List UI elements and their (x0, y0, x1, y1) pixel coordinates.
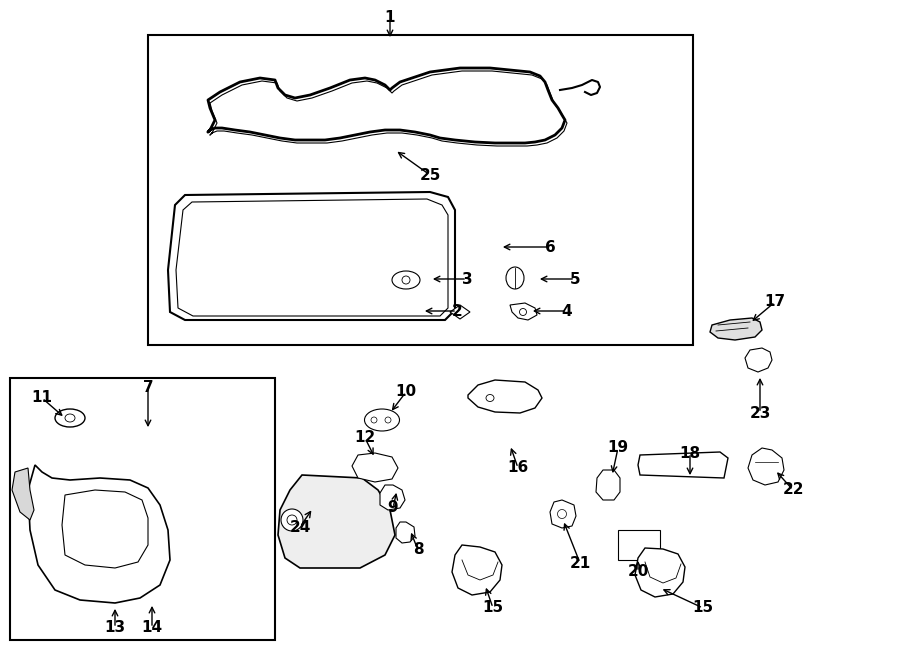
Ellipse shape (519, 309, 526, 315)
Ellipse shape (371, 417, 377, 423)
Text: 11: 11 (32, 391, 52, 405)
Polygon shape (638, 452, 728, 478)
Text: 18: 18 (680, 446, 700, 461)
Polygon shape (468, 380, 542, 413)
Bar (692, 457, 712, 472)
Polygon shape (380, 485, 405, 510)
Polygon shape (745, 348, 772, 372)
Text: 8: 8 (413, 543, 423, 557)
Text: 7: 7 (143, 379, 153, 395)
Text: 4: 4 (562, 303, 572, 319)
Text: 13: 13 (104, 621, 126, 635)
Ellipse shape (287, 515, 297, 525)
Ellipse shape (557, 510, 566, 518)
Text: 6: 6 (544, 239, 555, 254)
Ellipse shape (55, 409, 85, 427)
Text: 15: 15 (692, 600, 714, 615)
Polygon shape (748, 448, 784, 485)
Polygon shape (635, 548, 685, 597)
Bar (135, 495, 153, 548)
Text: 12: 12 (355, 430, 375, 446)
Polygon shape (176, 199, 448, 316)
Text: 10: 10 (395, 385, 417, 399)
Text: 19: 19 (608, 440, 628, 455)
Polygon shape (62, 490, 148, 568)
Ellipse shape (65, 414, 75, 422)
Text: 16: 16 (508, 461, 528, 475)
Polygon shape (396, 522, 415, 543)
Ellipse shape (364, 409, 400, 431)
Bar (304, 510, 345, 535)
Ellipse shape (486, 395, 494, 401)
Text: 23: 23 (750, 405, 770, 420)
Text: 5: 5 (570, 272, 580, 286)
Bar (148, 35, 693, 345)
Text: 24: 24 (289, 520, 310, 535)
Text: 25: 25 (419, 167, 441, 182)
Text: 21: 21 (570, 555, 590, 570)
Bar (618, 530, 660, 560)
Polygon shape (550, 500, 576, 528)
Polygon shape (710, 318, 762, 340)
Polygon shape (352, 453, 398, 482)
Polygon shape (452, 545, 502, 595)
Polygon shape (510, 303, 537, 320)
Bar (668, 457, 688, 472)
Text: 15: 15 (482, 600, 504, 615)
Polygon shape (28, 465, 170, 603)
Text: 14: 14 (141, 621, 163, 635)
Polygon shape (12, 468, 34, 520)
Polygon shape (168, 192, 455, 320)
Text: 9: 9 (388, 500, 399, 516)
Polygon shape (450, 305, 470, 319)
Polygon shape (278, 475, 395, 568)
Polygon shape (596, 470, 620, 500)
Text: 22: 22 (782, 483, 804, 498)
Ellipse shape (385, 417, 391, 423)
Text: 1: 1 (385, 11, 395, 26)
Ellipse shape (392, 271, 420, 289)
Ellipse shape (281, 509, 303, 531)
Bar (108, 500, 122, 548)
Ellipse shape (506, 267, 524, 289)
Bar (10, 378, 275, 640)
Text: 2: 2 (452, 303, 463, 319)
Bar (298, 505, 360, 555)
Text: 20: 20 (627, 564, 649, 580)
Text: 17: 17 (764, 295, 786, 309)
Ellipse shape (402, 276, 410, 284)
Bar (645, 457, 665, 472)
Text: 3: 3 (462, 272, 472, 286)
